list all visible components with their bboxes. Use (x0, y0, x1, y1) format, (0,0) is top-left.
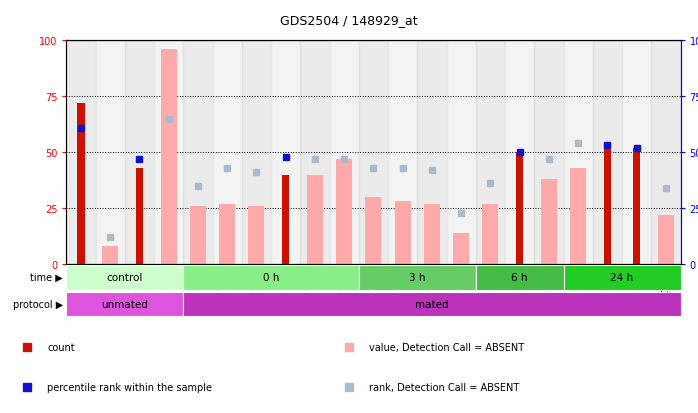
Text: value, Detection Call = ABSENT: value, Detection Call = ABSENT (369, 343, 524, 353)
Text: unmated: unmated (101, 299, 148, 309)
Bar (476, 266, 563, 290)
Bar (563, 41, 593, 264)
Bar (329, 41, 359, 264)
Bar (96, 41, 125, 264)
Bar (482, 204, 498, 264)
Text: control: control (107, 272, 143, 282)
Bar (394, 202, 410, 264)
Bar (622, 41, 651, 264)
Bar (505, 41, 534, 264)
Bar (66, 266, 184, 290)
Bar (184, 41, 213, 264)
Bar (219, 204, 235, 264)
Bar (359, 41, 388, 264)
Bar (336, 159, 352, 264)
Bar (570, 169, 586, 264)
Text: time ▶: time ▶ (30, 273, 63, 282)
Bar (66, 41, 96, 264)
Bar (516, 153, 524, 264)
Bar (476, 41, 505, 264)
Bar (365, 197, 382, 264)
Bar (534, 41, 563, 264)
Bar (102, 247, 118, 264)
Text: percentile rank within the sample: percentile rank within the sample (47, 382, 212, 392)
Bar (282, 175, 290, 264)
Bar (417, 41, 447, 264)
Bar (307, 175, 323, 264)
Bar (271, 41, 300, 264)
Bar (563, 266, 681, 290)
Text: rank, Detection Call = ABSENT: rank, Detection Call = ABSENT (369, 382, 519, 392)
Text: count: count (47, 343, 75, 353)
Bar (447, 41, 476, 264)
Bar (190, 206, 206, 264)
Bar (651, 41, 681, 264)
Bar (184, 292, 681, 317)
Bar (242, 41, 271, 264)
Bar (359, 266, 476, 290)
Text: protocol ▶: protocol ▶ (13, 299, 63, 309)
Bar (136, 169, 143, 264)
Bar (388, 41, 417, 264)
Bar (66, 292, 184, 317)
Bar (300, 41, 329, 264)
Bar (453, 233, 469, 264)
Text: GDS2504 / 148929_at: GDS2504 / 148929_at (280, 14, 418, 27)
Text: 6 h: 6 h (512, 272, 528, 282)
Bar (604, 148, 611, 264)
Text: 3 h: 3 h (409, 272, 426, 282)
Bar (593, 41, 622, 264)
Text: mated: mated (415, 299, 449, 309)
Bar (248, 206, 265, 264)
Bar (633, 148, 640, 264)
Bar (541, 180, 557, 264)
Text: 0 h: 0 h (263, 272, 279, 282)
Bar (77, 104, 84, 264)
Bar (184, 266, 359, 290)
Bar (658, 215, 674, 264)
Bar (424, 204, 440, 264)
Bar (213, 41, 242, 264)
Text: 24 h: 24 h (611, 272, 634, 282)
Bar (161, 50, 177, 264)
Bar (125, 41, 154, 264)
Bar (154, 41, 184, 264)
